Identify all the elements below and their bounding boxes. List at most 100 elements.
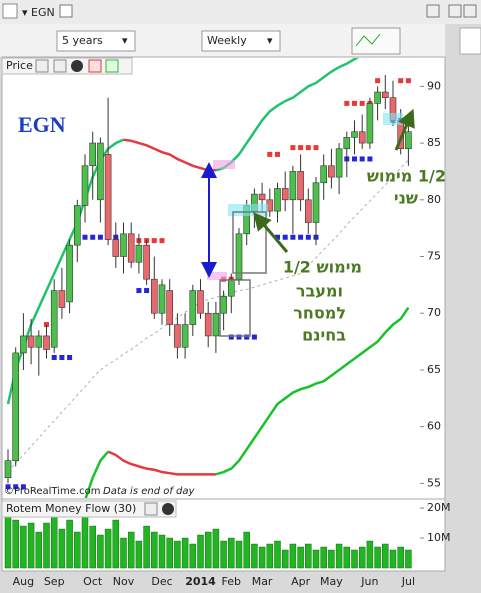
stop-dot — [97, 234, 103, 240]
stop-dot — [51, 354, 57, 360]
stop-dot — [305, 145, 311, 151]
y-tick-label: 55 — [427, 476, 441, 489]
volume-bar — [358, 546, 366, 569]
stop-dot — [359, 156, 365, 162]
stop-dot — [267, 151, 273, 157]
candle-body — [374, 91, 381, 104]
box — [219, 279, 251, 337]
dropdown-arrow: ▾ — [267, 34, 273, 47]
symbol-title: EGN — [18, 112, 66, 137]
highlight — [207, 272, 227, 280]
candle-body — [328, 165, 335, 178]
y-tick-label: 70 — [427, 306, 441, 319]
panel-button[interactable] — [162, 503, 174, 515]
interval-select[interactable] — [201, 30, 281, 52]
band-line — [215, 306, 410, 476]
panel-button[interactable] — [88, 59, 102, 73]
candle-body — [289, 171, 297, 201]
average-line — [7, 159, 409, 473]
period-select[interactable] — [56, 30, 136, 52]
volume-bar — [151, 531, 158, 569]
stop-dot — [282, 234, 288, 240]
band-line — [123, 138, 216, 172]
candle-body — [381, 91, 389, 99]
panel-button[interactable] — [53, 59, 67, 73]
x-tick-label: Jul — [401, 575, 415, 588]
volume-bar — [58, 528, 66, 569]
stop-dot — [367, 156, 373, 162]
app-icon[interactable] — [2, 3, 18, 19]
stop-dot — [275, 151, 280, 157]
candle-body — [143, 244, 150, 280]
volume-bar — [66, 519, 73, 569]
volume-bar — [258, 546, 266, 569]
period-text: 5 years — [62, 34, 103, 47]
panel-button[interactable] — [35, 59, 49, 73]
window-button[interactable] — [448, 4, 462, 18]
stop-dot — [305, 234, 311, 240]
volume-bar — [158, 534, 166, 569]
dropdown-arrow: ▾ — [122, 34, 128, 47]
window-button[interactable] — [463, 4, 477, 18]
x-tick-label: 2014 — [185, 575, 216, 588]
volume-bar — [74, 531, 81, 569]
candle-body — [74, 205, 81, 246]
volume-bar — [174, 540, 181, 569]
annotation: בחינם — [302, 326, 346, 345]
band-line — [6, 138, 125, 405]
candle-body — [12, 352, 19, 462]
stop-dot — [5, 484, 11, 490]
stop-dot — [290, 234, 296, 240]
candle-body — [135, 244, 143, 263]
panel-button[interactable] — [144, 502, 158, 516]
volume-bar — [351, 549, 358, 569]
y-tick-label: 85 — [427, 136, 441, 149]
note: Data is end of day — [103, 486, 196, 497]
window-button[interactable] — [426, 4, 440, 18]
y-tick-label: 20M — [427, 501, 451, 514]
candle-body — [351, 131, 358, 138]
panel-button[interactable] — [105, 59, 119, 73]
annotation: 1/2 מימוש — [367, 167, 446, 186]
volume-bar — [212, 528, 220, 569]
volume-bar — [104, 528, 112, 569]
candle-body — [97, 142, 104, 201]
annotation: שני — [394, 189, 418, 208]
candle-body — [166, 290, 173, 325]
volume-bar — [20, 525, 27, 569]
side-button[interactable] — [459, 27, 481, 55]
stop-dot — [290, 145, 296, 151]
stop-dot — [136, 288, 142, 294]
stop-dot — [375, 78, 381, 84]
candle-body — [158, 284, 166, 314]
symbol[interactable]: ▾ EGN — [22, 6, 55, 19]
x-tick-label: Dec — [151, 575, 172, 588]
volume-bar — [43, 522, 50, 569]
volume-bar — [389, 549, 397, 569]
indicator-button[interactable] — [351, 27, 401, 55]
volume-bar — [312, 549, 320, 569]
candle-body — [81, 165, 89, 206]
candle-body — [58, 290, 66, 308]
candle-body — [320, 165, 328, 184]
stop-dot — [244, 334, 250, 340]
x-tick-label: Apr — [291, 575, 311, 588]
x-tick-label: Mar — [252, 575, 273, 588]
stop-dot — [59, 354, 65, 360]
stop-dot — [398, 78, 404, 84]
volume-bar — [204, 531, 212, 569]
volume-bar — [112, 519, 120, 569]
info-button[interactable] — [59, 4, 73, 18]
volume-bar — [251, 543, 258, 569]
stop-dot — [344, 100, 350, 106]
x-tick-label: Aug — [13, 575, 34, 588]
panel-button[interactable] — [71, 60, 83, 72]
volume-bar — [281, 549, 289, 569]
y-tick-label: 60 — [427, 420, 441, 433]
symbol-text: EGN — [31, 6, 55, 19]
volume-bar — [12, 519, 19, 569]
candle-body — [43, 335, 50, 350]
candle-body — [274, 188, 281, 212]
highlight — [228, 204, 268, 216]
candle-body — [366, 103, 374, 144]
